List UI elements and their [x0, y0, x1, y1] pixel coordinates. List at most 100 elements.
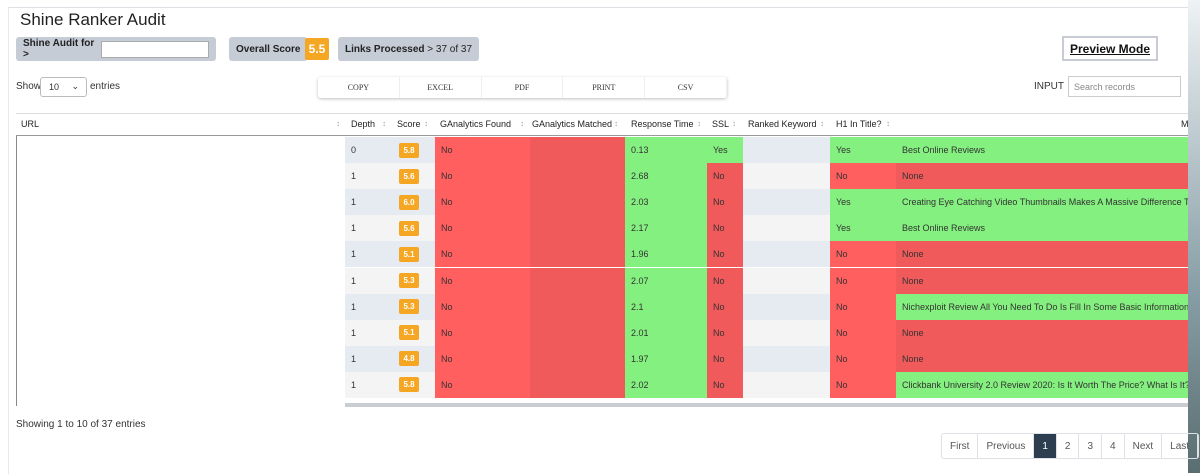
sort-icon: ↕	[820, 119, 824, 128]
overall-score: 5.5	[305, 38, 329, 60]
score-badge: 5.6	[399, 220, 419, 236]
h1-cell: Best Online Reviews	[896, 215, 1188, 242]
depth-cell: 1	[345, 189, 393, 216]
page-link[interactable]: 3	[1079, 434, 1103, 458]
export-button[interactable]: PRINT	[563, 77, 646, 98]
ga-matched-cell	[530, 137, 625, 163]
header-top-line	[16, 113, 1192, 114]
page-link[interactable]: 2	[1057, 434, 1080, 458]
sort-icon: ↕	[336, 119, 340, 128]
links-processed: Links Processed > 37 of 37	[338, 37, 480, 61]
export-button[interactable]: COPY	[318, 77, 400, 98]
h1-in-title-cell: Yes	[830, 189, 896, 216]
audit-for: Shine Audit for >	[16, 37, 216, 61]
depth-cell: 1	[345, 319, 393, 346]
depth-cell: 1	[345, 215, 393, 242]
export-button[interactable]: PDF	[482, 77, 564, 98]
score-badge: 4.8	[399, 351, 419, 367]
response-time-cell: 0.13	[625, 137, 707, 163]
h1-cell: None	[896, 241, 1188, 268]
h1-in-title-cell: Yes	[830, 137, 896, 163]
ga-found-cell: No	[435, 293, 530, 320]
depth-cell: 0	[345, 137, 393, 163]
url-input[interactable]	[101, 40, 209, 58]
ssl-cell: No	[707, 371, 743, 398]
export-button[interactable]: EXCEL	[400, 77, 482, 98]
column-header[interactable]: GAnalytics Found	[440, 119, 512, 129]
score-cell: 4.8	[393, 345, 435, 372]
page-link[interactable]: First	[942, 434, 979, 458]
export-button[interactable]: CSV	[645, 77, 727, 98]
response-time-cell: 2.07	[625, 267, 707, 294]
h1-cell: None	[896, 267, 1188, 294]
ranked-keyword-cell	[743, 137, 830, 163]
ga-matched-cell	[530, 267, 625, 294]
column-header[interactable]: M	[1181, 119, 1189, 129]
sort-icon: ↕	[697, 119, 701, 128]
column-header[interactable]: Depth	[351, 119, 376, 129]
search-label: INPUT	[1034, 81, 1064, 92]
ga-found-cell: No	[435, 163, 530, 190]
export-buttons: COPY EXCEL PDF PRINT CSV	[318, 77, 727, 98]
score-badge: 5.8	[399, 377, 419, 393]
ga-found-cell: No	[435, 371, 530, 398]
ga-found-cell: No	[435, 345, 530, 372]
page-link[interactable]: Last	[1162, 434, 1199, 458]
sort-icon: ↕	[520, 119, 524, 128]
ranked-keyword-cell	[743, 189, 830, 216]
scrollbar[interactable]	[345, 403, 1188, 407]
ga-found-cell: No	[435, 319, 530, 346]
search-input[interactable]: Search records	[1068, 76, 1181, 97]
score-cell: 5.8	[393, 371, 435, 398]
h1-cell: Creating Eye Catching Video Thumbnails M…	[896, 189, 1188, 216]
page-link[interactable]: 4	[1102, 434, 1125, 458]
ga-matched-cell	[530, 241, 625, 268]
ranked-keyword-cell	[743, 163, 830, 190]
column-header[interactable]: GAnalytics Matched	[532, 119, 613, 129]
column-header[interactable]: Score	[397, 119, 421, 129]
response-time-cell: 2.03	[625, 189, 707, 216]
title: Shine Ranker Audit	[20, 10, 166, 29]
table-info: Showing 1 to 10 of 37 entries	[16, 419, 146, 430]
response-time-cell: 2.01	[625, 319, 707, 346]
score-cell: 5.8	[393, 137, 435, 163]
page-link[interactable]: Previous	[978, 434, 1035, 458]
column-header[interactable]: Ranked Keyword	[748, 119, 817, 129]
page-link[interactable]: Next	[1125, 434, 1163, 458]
ssl-cell: No	[707, 189, 743, 216]
ranked-keyword-cell	[743, 293, 830, 320]
column-header[interactable]: H1 In Title?	[836, 119, 882, 129]
ga-found-cell: No	[435, 189, 530, 216]
depth-cell: 1	[345, 267, 393, 294]
ssl-cell: No	[707, 267, 743, 294]
response-time-cell: 2.1	[625, 293, 707, 320]
column-header[interactable]: URL	[21, 119, 40, 129]
depth-cell: 1	[345, 345, 393, 372]
score-badge: 5.8	[399, 142, 419, 158]
column-header[interactable]: SSL	[712, 119, 730, 129]
ranked-keyword-cell	[743, 241, 830, 268]
page-size-select[interactable]: 10 ⌄	[40, 77, 87, 97]
h1-in-title-cell: Yes	[830, 215, 896, 242]
ranked-keyword-cell	[743, 319, 830, 346]
ranked-keyword-cell	[743, 345, 830, 372]
sort-icon: ↕	[732, 119, 736, 128]
score-badge: 5.3	[399, 273, 419, 288]
preview-mode[interactable]: Preview Mode	[1062, 36, 1158, 61]
score-cell: 6.0	[393, 189, 435, 216]
audit-for-label: Shine Audit for >	[23, 38, 95, 60]
ga-matched-cell	[530, 189, 625, 216]
ssl-cell: No	[707, 293, 743, 320]
ga-matched-cell	[530, 319, 625, 346]
depth-cell: 1	[345, 241, 393, 268]
ssl-cell: No	[707, 215, 743, 242]
response-time-cell: 2.02	[625, 371, 707, 398]
ranked-keyword-cell	[743, 267, 830, 294]
ssl-cell: No	[707, 345, 743, 372]
response-time-cell: 2.68	[625, 163, 707, 190]
ssl-cell: No	[707, 241, 743, 268]
page-link[interactable]: 1	[1034, 434, 1057, 458]
ga-matched-cell	[530, 371, 625, 398]
column-header[interactable]: Response Time	[631, 119, 694, 129]
score-badge: 5.1	[399, 246, 419, 262]
